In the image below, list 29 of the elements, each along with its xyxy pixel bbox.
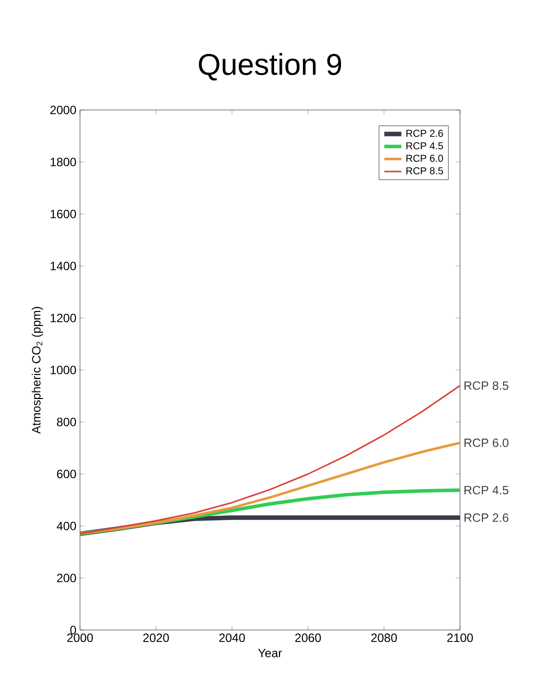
text: RCP 2.6 [464,513,508,522]
x-tick-label: 2020 [143,634,169,642]
y-tick-label: 200 [57,574,76,582]
y-tick-label: 400 [56,522,76,530]
y-tick-label: 1800 [50,158,76,166]
y-tick-label: 1600 [50,210,76,218]
text: RCP 6.0 [464,438,508,448]
x-tick-label: 2100 [447,634,473,642]
line-series [79,384,461,535]
x-tick-label: 2000 [67,634,93,642]
legend-label: RCP 6.0 [406,154,444,162]
text: RCP 8.5 [464,381,508,390]
y-tick-label: 800 [56,418,76,426]
y-tick-label: 600 [57,470,76,478]
x-axis-title: Year [258,648,282,658]
legend-label: RCP 4.5 [406,142,443,150]
legend-label: RCP 2.6 [406,130,443,137]
y-tick-label: 1000 [50,366,76,374]
y-axis-title: Atmospheric CO$_{2}$ (ppm) [32,306,43,434]
x-tick-label: 2060 [295,634,321,642]
chart-title: Question 9 [198,53,342,80]
y-tick-label: 2000 [50,106,76,114]
legend-label: RCP 8.5 [406,167,443,174]
x-tick-label: 2040 [219,634,245,642]
y-tick-label: 1400 [50,262,76,270]
text: RCP 4.5 [464,486,508,494]
y-tick-label: 1200 [50,314,76,322]
x-tick-label: 2080 [371,634,397,642]
y-tick-label: 0 [70,626,76,634]
